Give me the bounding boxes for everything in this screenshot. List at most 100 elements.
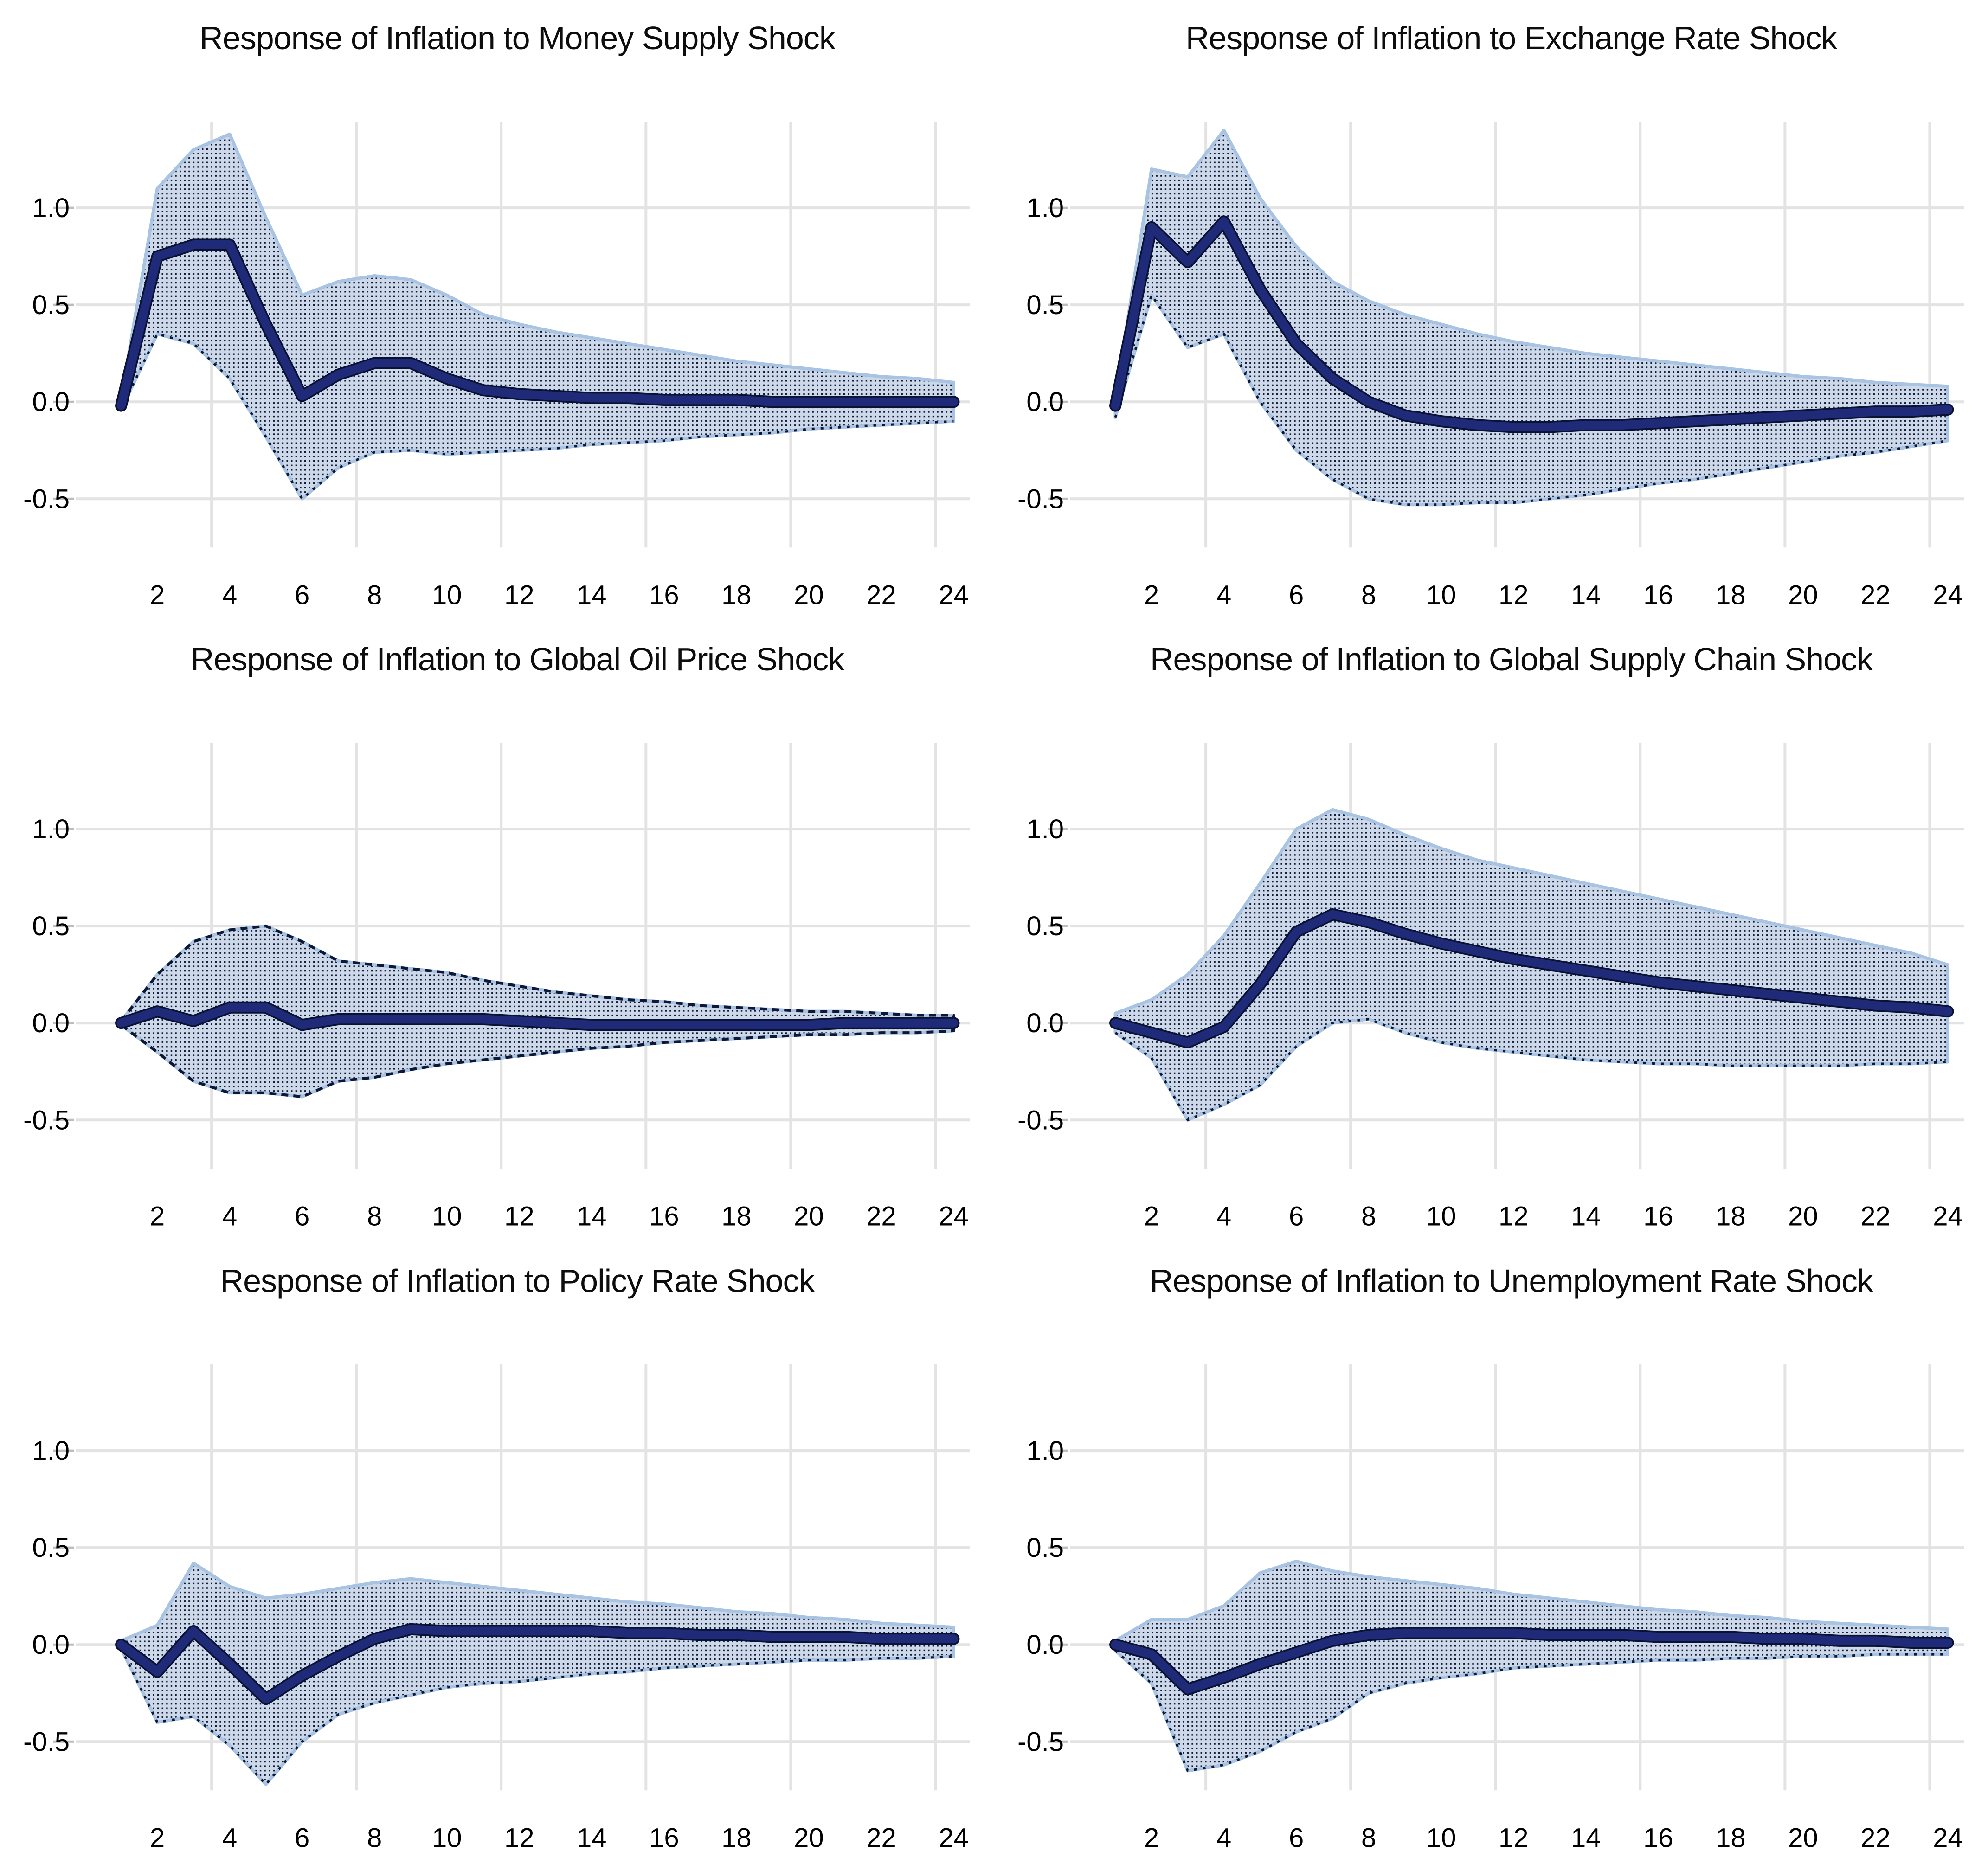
x-tick-label: 2 [150, 1823, 165, 1853]
x-tick-label: 4 [222, 580, 237, 610]
x-tick-label: 8 [1361, 1202, 1376, 1232]
x-tick-label: 20 [794, 1202, 824, 1232]
y-tick-label: 0.5 [32, 911, 70, 941]
x-tick-label: 12 [504, 580, 534, 610]
x-tick-label: 12 [1499, 580, 1529, 610]
x-tick-label: 10 [432, 1202, 462, 1232]
irf-plot-unemployment-rate: 1.00.50.0-0.52 4 6 8 10 12 14 16 18 20 22 24 [1017, 1364, 1964, 1853]
x-tick-label: 16 [649, 1823, 679, 1853]
x-tick-label: 18 [1716, 1823, 1746, 1853]
x-tick-label: 22 [1860, 1202, 1891, 1232]
chart-title: Response of Inflation to Policy Rate Sho… [220, 1262, 815, 1299]
x-tick-label: 4 [1216, 1823, 1231, 1853]
x-tick-label: 6 [1289, 1202, 1304, 1232]
x-tick-label: 18 [1716, 580, 1746, 610]
x-tick-label: 22 [866, 1202, 896, 1232]
band-lower-dotted-edge [1114, 1018, 1948, 1122]
confidence-band [119, 1561, 955, 1786]
x-tick-label: 4 [1216, 580, 1231, 610]
chart-title: Response of Inflation to Money Supply Sh… [199, 20, 836, 56]
y-tick-label: 0.5 [1026, 1533, 1064, 1563]
irf-plot-global-oil-price: 1.00.50.0-0.52 4 6 8 10 12 14 16 18 20 22 24 [23, 743, 970, 1232]
irf-line [1111, 910, 1952, 1047]
chart-title: Response of Inflation to Global Oil Pric… [190, 641, 844, 678]
x-tick-label: 14 [577, 1823, 607, 1853]
x-tick-label: 22 [866, 580, 896, 610]
x-tick-label: 8 [367, 1823, 382, 1853]
chart-panel-global-supply-chain: Response of Inflation to Global Supply C… [994, 621, 1988, 1242]
x-tick-label: 14 [577, 1202, 607, 1232]
y-tick-label: 0.0 [1026, 1009, 1064, 1039]
x-tick-label: 20 [1788, 580, 1818, 610]
x-tick-label: 8 [1361, 580, 1376, 610]
x-tick-label: 10 [1426, 580, 1456, 610]
x-tick-label: 24 [939, 580, 969, 610]
chart-panel-global-oil-price: Response of Inflation to Global Oil Pric… [0, 621, 994, 1242]
x-tick-label: 10 [432, 1823, 462, 1853]
x-tick-label: 12 [1499, 1823, 1529, 1853]
x-tick-label: 16 [1643, 1202, 1673, 1232]
confidence-band [1113, 129, 1949, 507]
x-tick-label: 6 [295, 580, 309, 610]
y-tick-label: -0.5 [23, 1727, 70, 1757]
chart-title: Response of Inflation to Unemployment Ra… [1150, 1262, 1873, 1299]
x-tick-label: 18 [1716, 1202, 1746, 1232]
y-tick-label: 0.5 [32, 290, 70, 320]
x-tick-label: 10 [1426, 1202, 1456, 1232]
x-tick-label: 16 [1643, 1823, 1673, 1853]
x-tick-label: 12 [1499, 1202, 1529, 1232]
irf-plot-money-supply: 1.00.50.0-0.52 4 6 8 10 12 14 16 18 20 22 24 [23, 122, 970, 610]
x-tick-label: 2 [1144, 580, 1158, 610]
y-tick-label: 1.0 [32, 814, 70, 844]
chart-panel-money-supply: Response of Inflation to Money Supply Sh… [0, 0, 994, 621]
irf-plot-global-supply-chain: 1.00.50.0-0.52 4 6 8 10 12 14 16 18 20 22 24 [1017, 743, 1964, 1232]
x-tick-label: 24 [1933, 1202, 1963, 1232]
chart-title: Response of Inflation to Global Supply C… [1150, 641, 1873, 678]
x-tick-label: 4 [222, 1823, 237, 1853]
x-tick-label: 2 [150, 580, 165, 610]
band-dashed-outline [120, 925, 955, 1099]
x-tick-label: 16 [649, 580, 679, 610]
x-tick-label: 8 [1361, 1823, 1376, 1853]
y-tick-label: -0.5 [1017, 1727, 1064, 1757]
x-tick-label: 20 [1788, 1823, 1818, 1853]
x-tick-label: 24 [1933, 580, 1963, 610]
band-lower-dotted-edge [120, 1648, 954, 1786]
irf-line [1111, 217, 1952, 432]
y-tick-label: 0.0 [32, 1630, 70, 1660]
x-tick-label: 14 [577, 580, 607, 610]
axis-labels: 1.00.50.0-0.52 4 6 8 10 12 14 16 18 20 22 24 [1017, 193, 1963, 610]
y-tick-label: 1.0 [1026, 193, 1064, 223]
x-tick-label: 14 [1571, 1823, 1601, 1853]
y-tick-label: 1.0 [32, 193, 70, 223]
irf-line [116, 1624, 958, 1703]
chart-panel-unemployment-rate: Response of Inflation to Unemployment Ra… [994, 1243, 1988, 1864]
x-tick-label: 24 [939, 1823, 969, 1853]
x-tick-label: 20 [794, 1823, 824, 1853]
x-tick-label: 16 [1643, 580, 1673, 610]
axis-labels: 1.00.50.0-0.52 4 6 8 10 12 14 16 18 20 22 24 [1017, 814, 1963, 1231]
x-tick-label: 24 [1933, 1823, 1963, 1853]
x-tick-label: 6 [1289, 580, 1304, 610]
axis-labels: 1.00.50.0-0.52 4 6 8 10 12 14 16 18 20 22 24 [23, 193, 969, 610]
x-tick-label: 20 [1788, 1202, 1818, 1232]
y-tick-label: 1.0 [1026, 1436, 1064, 1466]
x-tick-label: 10 [1426, 1823, 1456, 1853]
chart-panel-policy-rate: Response of Inflation to Policy Rate Sho… [0, 1243, 994, 1864]
x-tick-label: 24 [939, 1202, 969, 1232]
axis-labels: 1.00.50.0-0.52 4 6 8 10 12 14 16 18 20 22 24 [23, 814, 969, 1231]
x-tick-label: 12 [504, 1823, 534, 1853]
x-tick-label: 6 [295, 1823, 309, 1853]
x-tick-label: 14 [1571, 580, 1601, 610]
x-tick-label: 22 [1860, 1823, 1891, 1853]
y-tick-label: -0.5 [1017, 484, 1064, 514]
y-tick-label: 1.0 [1026, 814, 1064, 844]
y-tick-label: -0.5 [23, 1106, 70, 1136]
axis-labels: 1.00.50.0-0.52 4 6 8 10 12 14 16 18 20 22 24 [23, 1436, 969, 1853]
confidence-band [119, 132, 955, 501]
irf-plot-exchange-rate: 1.00.50.0-0.52 4 6 8 10 12 14 16 18 20 22 24 [1017, 122, 1964, 610]
y-tick-label: 0.0 [1026, 1630, 1064, 1660]
y-tick-label: 0.5 [1026, 290, 1064, 320]
x-tick-label: 12 [504, 1202, 534, 1232]
